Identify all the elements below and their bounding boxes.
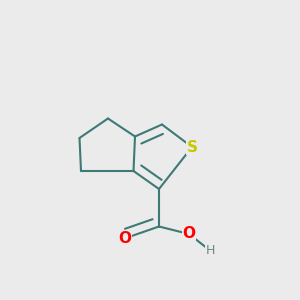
- Text: O: O: [182, 226, 196, 242]
- Text: S: S: [187, 140, 197, 154]
- Text: H: H: [205, 244, 215, 257]
- Text: O: O: [118, 231, 131, 246]
